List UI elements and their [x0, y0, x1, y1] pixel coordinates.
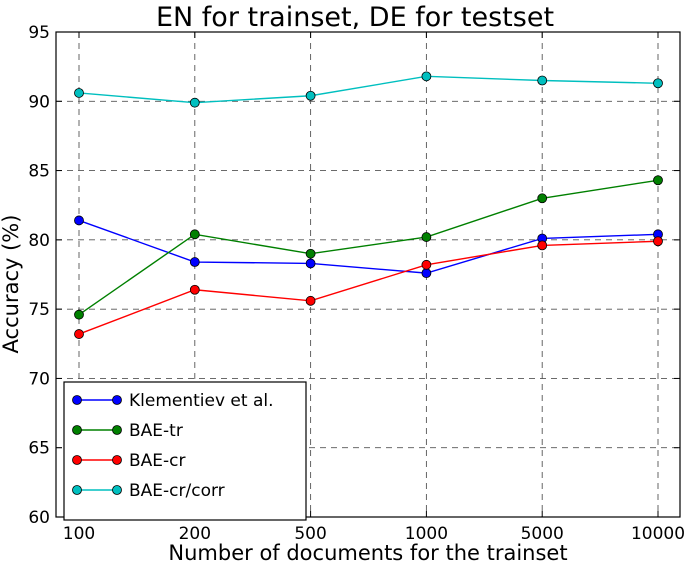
series-line-klementiev-et-al [78, 219, 659, 274]
data-point-bae-cr [421, 259, 432, 270]
data-point-klementiev-et-al [74, 215, 84, 226]
legend-label: Klementiev et al. [129, 391, 274, 411]
legend-marker [112, 455, 122, 465]
legend-label: BAE-cr [129, 451, 186, 471]
x-tick-label: 100 [63, 524, 95, 544]
y-axis-label: Accuracy (%) [0, 215, 23, 354]
data-point-bae-tr [189, 229, 200, 240]
data-point-klementiev-et-al [189, 257, 200, 267]
x-tick-label: 10000 [631, 524, 685, 544]
plot-frame [55, 31, 681, 518]
y-tick-label: 90 [28, 92, 50, 112]
data-point-klementiev-et-al [421, 268, 432, 279]
y-tick-label: 65 [28, 439, 50, 459]
data-point-bae-tr [653, 175, 663, 186]
data-point-bae-cr-corr [421, 71, 432, 82]
data-point-bae-tr [537, 193, 548, 204]
y-tick-label: 75 [28, 300, 50, 320]
legend-label: BAE-cr/corr [129, 481, 225, 501]
data-point-bae-cr-corr [74, 88, 84, 98]
y-tick-label: 70 [28, 369, 50, 389]
y-tick-label: 60 [28, 508, 50, 528]
data-point-bae-cr-corr [189, 97, 200, 108]
legend: Klementiev et al. BAE-tr BAE-cr BAE-cr/corr [63, 381, 307, 521]
data-point-bae-cr-corr [653, 78, 663, 89]
data-point-bae-cr [189, 284, 200, 295]
x-axis-label: Number of documents for the trainset [168, 541, 567, 565]
y-tick-label: 80 [28, 231, 50, 251]
data-point-bae-cr [537, 240, 548, 251]
data-point-bae-cr-corr [537, 75, 548, 86]
y-tick-label: 85 [28, 162, 50, 182]
x-tick-label: 500 [294, 524, 326, 544]
series-line-bae-cr [78, 240, 659, 335]
series-line-bae-cr-corr [78, 75, 659, 104]
data-point-bae-cr-corr [305, 90, 316, 101]
chart-title: EN for trainset, DE for testset [156, 2, 554, 33]
y-tick-label: 95 [28, 23, 50, 43]
data-point-bae-tr [421, 232, 432, 242]
legend-marker [112, 395, 122, 405]
data-point-bae-cr [305, 295, 316, 306]
x-tick-label: 5000 [521, 524, 564, 544]
data-point-bae-cr [653, 236, 663, 247]
data-point-bae-tr [74, 309, 84, 320]
data-point-bae-cr [74, 329, 84, 339]
legend-marker [112, 485, 122, 495]
axis-ticks: 60 65 70 75 80 85 90 95 100 200 500 1000 5000 10000 [28, 23, 685, 544]
legend-label: BAE-tr [129, 421, 183, 441]
series-line-bae-tr [78, 179, 659, 316]
x-tick-label: 1000 [405, 524, 448, 544]
legend-marker [72, 455, 82, 465]
x-tick-label: 200 [179, 524, 211, 544]
data-point-bae-tr [305, 248, 316, 259]
legend-marker [112, 425, 122, 435]
data-point-klementiev-et-al [305, 258, 316, 269]
legend-marker [72, 395, 82, 405]
legend-marker [72, 485, 82, 495]
legend-box [63, 381, 307, 521]
series-lines [74, 71, 663, 339]
legend-marker [72, 425, 82, 435]
